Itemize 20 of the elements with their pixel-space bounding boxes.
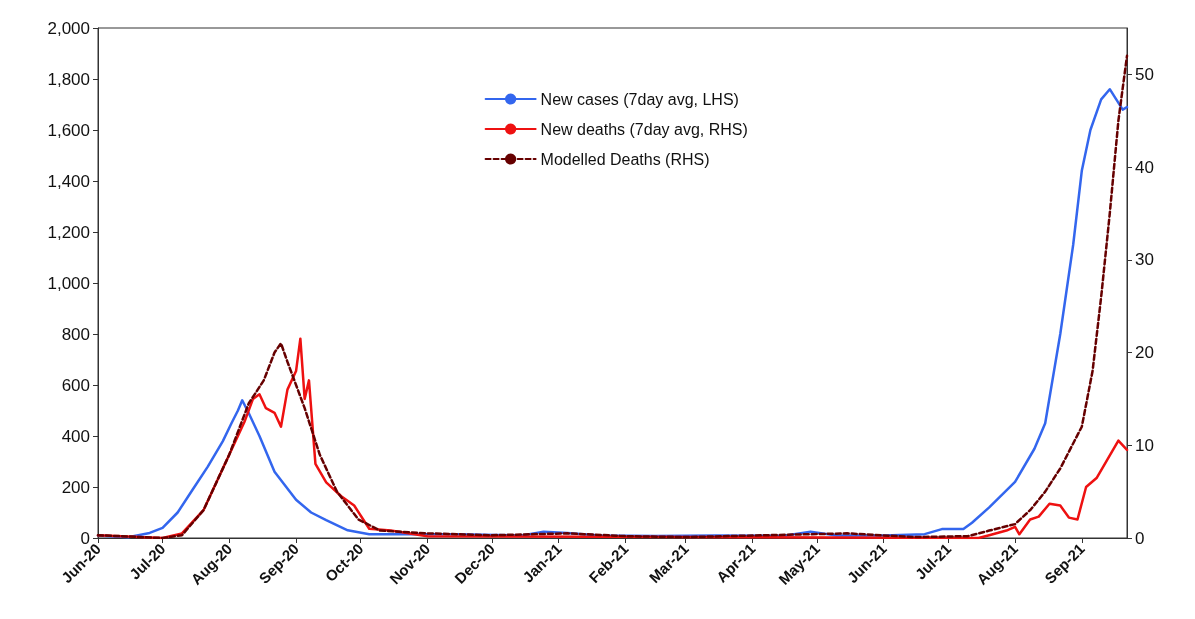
y-tick-label: 400 (61, 426, 90, 446)
y2-tick-label: 10 (1135, 435, 1154, 455)
y-tick-label: 200 (61, 477, 90, 497)
y-tick-label: 2,000 (47, 18, 90, 38)
legend-label: New cases (7day avg, LHS) (540, 90, 739, 108)
y-tick-label: 600 (61, 375, 90, 395)
legend-label: New deaths (7day avg, RHS) (540, 120, 748, 138)
y-tick-label: 800 (61, 324, 90, 344)
y2-tick-label: 40 (1135, 157, 1154, 177)
y2-tick-label: 50 (1135, 64, 1154, 84)
y2-tick-label: 30 (1135, 250, 1154, 270)
y-tick-label: 1,800 (47, 69, 90, 89)
y-tick-label: 1,000 (47, 273, 90, 293)
y-tick-label: 1,200 (47, 222, 90, 242)
legend-label: Modelled Deaths (RHS) (540, 150, 710, 168)
y-tick-label: 0 (80, 528, 90, 548)
y-tick-label: 1,400 (47, 171, 90, 191)
y2-tick-label: 0 (1135, 528, 1145, 548)
y2-tick-label: 20 (1135, 343, 1154, 363)
y-tick-label: 1,600 (47, 120, 90, 140)
